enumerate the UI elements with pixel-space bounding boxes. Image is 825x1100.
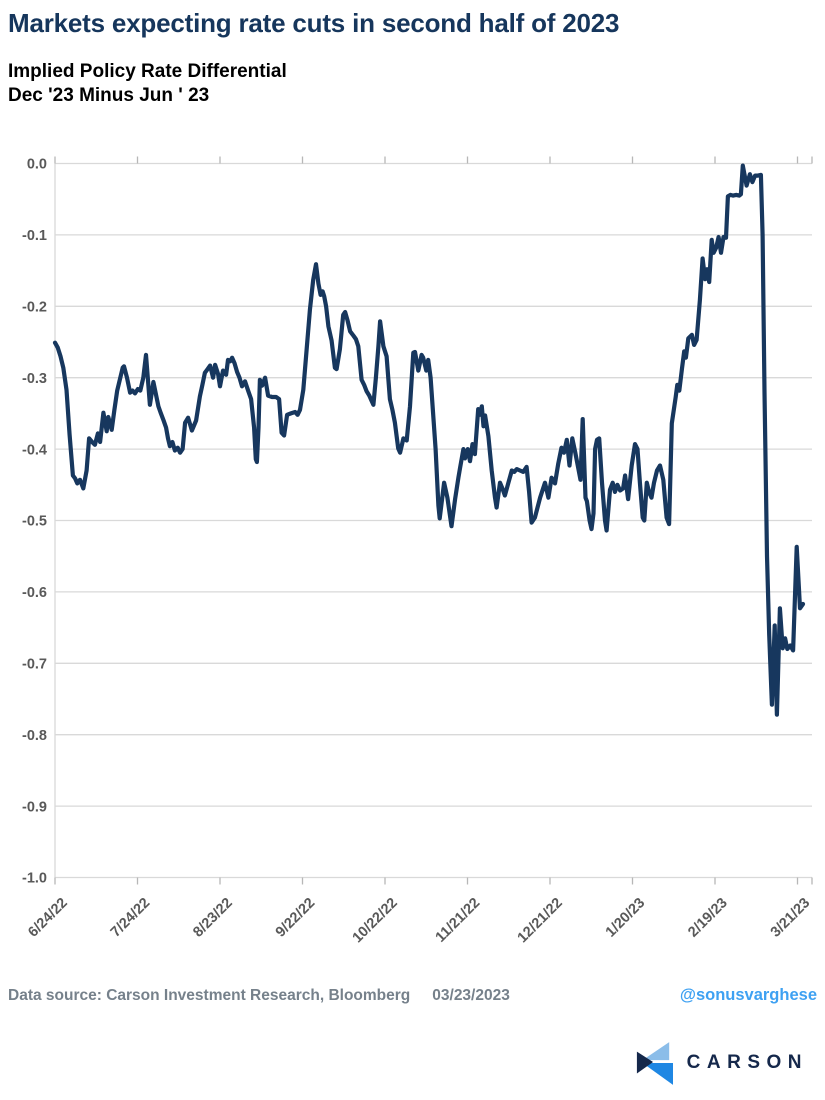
y-axis-label: -0.8	[22, 728, 47, 744]
x-axis-label: 1/20/23	[603, 895, 649, 941]
logo-light-blue-triangle	[642, 1042, 669, 1061]
x-axis-label: 12/21/22	[515, 895, 566, 946]
y-axis-label: -0.3	[22, 371, 47, 387]
y-axis-label: -0.2	[22, 300, 47, 316]
y-axis-label: -1.0	[22, 871, 47, 887]
y-axis-label: -0.9	[22, 799, 47, 815]
chart-subtitle-line2: Dec '23 Minus Jun ' 23	[8, 85, 210, 106]
x-axis-label: 8/23/22	[190, 895, 236, 941]
carson-logo-text: CARSON	[686, 1052, 808, 1073]
twitter-handle: @sonusvarghese	[679, 986, 817, 1004]
data-source-date: 03/23/2023	[432, 987, 510, 1004]
data-source-text: Data source: Carson Investment Research,…	[8, 987, 510, 1005]
chart-subtitle: Implied Policy Rate Differential Dec '23…	[8, 60, 608, 108]
x-axis-label: 3/21/23	[768, 895, 814, 941]
x-axis-label: 7/24/22	[108, 895, 154, 941]
y-axis-label: 0.0	[27, 157, 47, 173]
data-line	[52, 163, 806, 717]
x-axis-label: 6/24/22	[25, 895, 71, 941]
y-axis-label: -0.1	[22, 228, 47, 244]
logo-navy-triangle	[636, 1051, 653, 1074]
chart-subtitle-line1: Implied Policy Rate Differential	[8, 61, 287, 82]
logo-bright-blue-triangle	[642, 1063, 673, 1085]
carson-logo: CARSON	[635, 1040, 808, 1086]
carson-logo-icon	[636, 1042, 673, 1085]
y-axis-label: -0.4	[22, 442, 47, 458]
line-chart-plot: 0.0 -0.1 -0.2 -0.3 -0.4 -0.5 -0.6 -0.7 -0.8 -0.9 -…	[22, 156, 814, 946]
x-axis-label: 9/22/22	[273, 895, 319, 941]
x-axis-label: 11/21/22	[433, 895, 484, 946]
page-title: Markets expecting rate cuts in second ha…	[8, 8, 620, 38]
y-axis-label: -0.7	[22, 657, 47, 673]
x-axis-label: 10/22/22	[350, 895, 401, 946]
x-axis-label: 2/19/23	[685, 895, 731, 941]
y-axis-label: -0.6	[22, 585, 47, 601]
footer: Data source: Carson Investment Research,…	[8, 986, 817, 1005]
y-axis-label: -0.5	[22, 514, 47, 530]
data-source-label: Data source: Carson Investment Research,…	[8, 987, 411, 1004]
